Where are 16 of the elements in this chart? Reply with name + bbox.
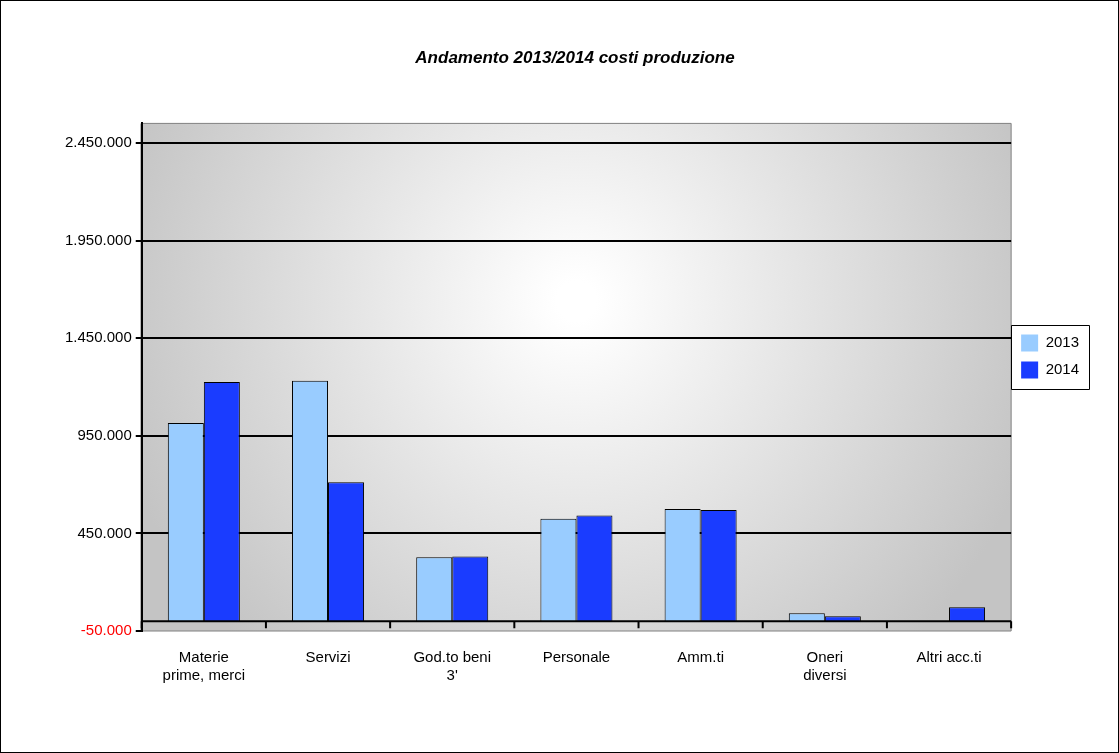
y-tick-label: 450.000: [77, 523, 132, 541]
x-tick-label: Altri acc.ti: [916, 648, 982, 666]
x-tick-label: Amm.ti: [677, 648, 724, 666]
legend-label: 2013: [1045, 333, 1080, 351]
chart-title: Andamento 2013/2014 costi produzione: [414, 47, 735, 67]
x-tick-label: Personale: [542, 648, 611, 666]
x-tick-label: Oneri diversi: [803, 648, 847, 684]
y-tick-label: 2.450.000: [65, 133, 132, 151]
x-tick-label: Servizi: [305, 648, 351, 666]
legend-label: 2014: [1045, 360, 1080, 378]
x-tick-label: Materie prime, merci: [162, 648, 246, 684]
x-tick-label: God.to beni 3': [413, 648, 492, 684]
y-tick-label: -50.000: [80, 621, 132, 639]
y-tick-label: 950.000: [77, 425, 132, 443]
y-tick-label: 1.450.000: [65, 328, 132, 346]
y-tick-label: 1.950.000: [65, 230, 132, 248]
